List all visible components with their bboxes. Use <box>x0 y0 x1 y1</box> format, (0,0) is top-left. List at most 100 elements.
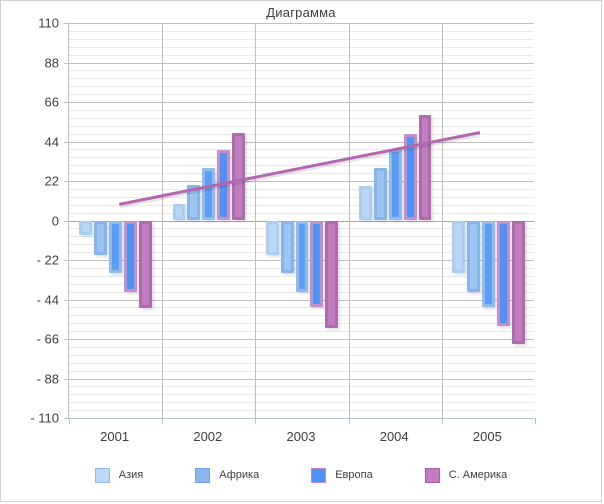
x-axis-tick <box>348 418 350 424</box>
gridline-minor <box>69 386 534 388</box>
bar[interactable] <box>94 220 108 255</box>
gridline-minor <box>69 394 534 396</box>
x-axis-tick-label: 2004 <box>379 429 409 444</box>
bar[interactable] <box>403 134 417 221</box>
gridline-minor <box>69 125 534 127</box>
gridline-minor <box>69 173 534 175</box>
gridline-minor <box>69 307 534 309</box>
legend-item-label: С. Америка <box>448 469 508 481</box>
y-axis-tick <box>64 339 69 340</box>
y-axis-tick <box>64 141 69 143</box>
bar-fill <box>112 223 120 270</box>
gridline-category <box>255 23 257 418</box>
bar[interactable] <box>232 132 246 221</box>
legend-swatch-icon <box>424 467 440 483</box>
legend-item-label: Африка <box>219 469 260 481</box>
gridline-minor <box>69 402 534 404</box>
gridline-minor <box>69 346 534 348</box>
bar[interactable] <box>138 220 152 309</box>
legend-item[interactable]: Европа <box>311 467 373 483</box>
gridline-minor <box>69 196 534 198</box>
bar-fill <box>514 223 522 342</box>
bar[interactable] <box>325 220 339 329</box>
bar[interactable] <box>388 148 402 221</box>
bar[interactable] <box>481 220 495 307</box>
x-axis-tick <box>69 418 70 424</box>
gridline-minor <box>69 188 534 190</box>
gridline-major <box>69 339 534 340</box>
gridline-minor <box>69 38 534 40</box>
bar[interactable] <box>418 114 432 221</box>
gridline-minor <box>69 54 534 56</box>
y-axis-tick-label: - 88 <box>36 371 59 386</box>
bar[interactable] <box>124 220 137 293</box>
x-axis-line <box>69 418 534 419</box>
bar-fill <box>127 223 134 290</box>
bar[interactable] <box>217 150 231 221</box>
gridline-major <box>69 181 534 182</box>
x-axis-tick-label: 2005 <box>472 429 502 444</box>
bar[interactable] <box>265 220 279 255</box>
bar[interactable] <box>358 186 372 221</box>
bar-fill <box>361 189 369 218</box>
gridline-major <box>69 62 534 64</box>
bar[interactable] <box>452 220 466 273</box>
legend-item-label: Европа <box>335 469 373 481</box>
legend-item[interactable]: Азия <box>94 467 143 483</box>
plot-area <box>64 23 536 424</box>
legend-item[interactable]: Африка <box>195 467 260 483</box>
bar-fill <box>470 223 477 290</box>
bar-fill <box>190 187 198 218</box>
gridline-minor <box>69 323 534 325</box>
y-axis-tick-label: 44 <box>44 134 59 149</box>
bar-fill <box>220 153 228 218</box>
bar[interactable] <box>511 220 525 345</box>
gridline-minor <box>69 149 534 151</box>
x-axis-tick <box>162 418 164 424</box>
gridline-minor <box>69 109 534 111</box>
y-axis-tick <box>64 102 69 103</box>
bar-fill <box>406 137 414 218</box>
bar[interactable] <box>202 168 216 221</box>
gridline-major <box>69 102 534 103</box>
bar[interactable] <box>109 220 123 273</box>
bar-fill <box>328 223 336 326</box>
legend-swatch-icon <box>94 467 110 483</box>
chart-legend: Азия Африка Европа С. Америка <box>1 463 601 487</box>
y-axis-tick <box>64 378 69 380</box>
gridline-minor <box>69 70 534 72</box>
gridline-category <box>162 23 164 418</box>
bar[interactable] <box>310 220 324 307</box>
bar-fill <box>421 117 429 218</box>
bar-fill <box>268 223 276 252</box>
x-axis-tick-label: 2002 <box>193 429 223 444</box>
bar[interactable] <box>79 220 93 235</box>
x-axis-tick <box>441 418 443 424</box>
gridline-minor <box>69 117 534 119</box>
chart-title: Диаграмма <box>266 5 336 20</box>
gridline-major <box>69 299 534 301</box>
y-axis-tick-label: 0 <box>51 213 59 228</box>
y-axis-tick-label: 22 <box>44 173 59 189</box>
y-axis-tick <box>64 62 69 64</box>
bar-fill <box>97 223 105 252</box>
bar[interactable] <box>295 220 309 293</box>
bar-fill <box>484 223 492 304</box>
bar-fill <box>82 223 90 232</box>
bar-fill <box>175 207 183 218</box>
bar[interactable] <box>172 204 186 221</box>
bar[interactable] <box>496 220 510 327</box>
legend-swatch-icon <box>195 467 211 483</box>
gridline-minor <box>69 410 534 412</box>
bar[interactable] <box>187 184 201 221</box>
bar-fill <box>499 223 507 324</box>
bar-fill <box>313 223 321 304</box>
bar[interactable] <box>467 220 480 293</box>
y-axis-tick <box>64 220 69 222</box>
bar-fill <box>455 223 463 270</box>
bar[interactable] <box>373 168 387 221</box>
x-axis-tick-label: 2003 <box>286 429 316 444</box>
legend-item[interactable]: С. Америка <box>424 467 508 483</box>
bar[interactable] <box>280 220 294 273</box>
